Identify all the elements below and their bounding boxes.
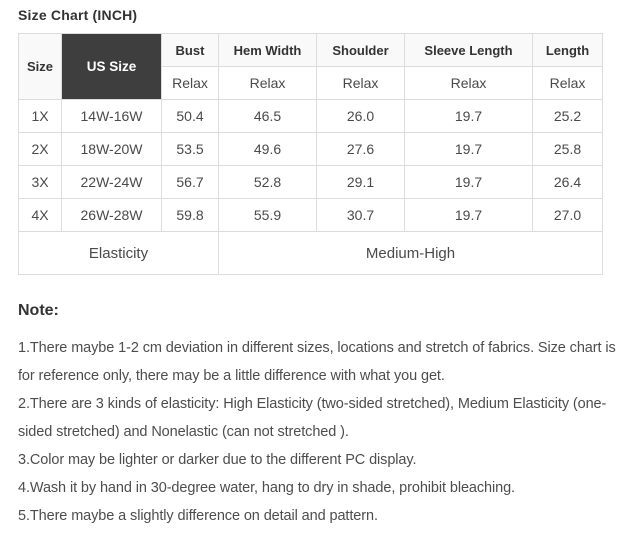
length-value: 25.2 [532, 99, 603, 133]
elasticity-label: Elasticity [18, 231, 219, 275]
us-size-cell: 14W-16W [61, 99, 162, 133]
shoulder-value: 29.1 [316, 165, 405, 199]
us-size-cell: 26W-28W [61, 198, 162, 232]
bust-value: 56.7 [161, 165, 219, 199]
size-chart-table: Size US Size Bust Hem Width Shoulder Sle… [18, 33, 603, 275]
note-list: 1.There maybe 1-2 cm deviation in differ… [18, 334, 616, 530]
relax-sleeve-length: Relax [404, 66, 533, 100]
header-sleeve-length: Sleeve Length [404, 33, 533, 67]
sleeve-length-value: 19.7 [404, 132, 533, 166]
hem-width-value: 49.6 [218, 132, 317, 166]
relax-length: Relax [532, 66, 603, 100]
size-cell: 4X [18, 198, 62, 232]
hem-width-value: 46.5 [218, 99, 317, 133]
sleeve-length-value: 19.7 [404, 198, 533, 232]
shoulder-value: 27.6 [316, 132, 405, 166]
header-hem-width: Hem Width [218, 33, 317, 67]
sleeve-length-value: 19.7 [404, 99, 533, 133]
bust-value: 59.8 [161, 198, 219, 232]
relax-bust: Relax [161, 66, 219, 100]
hem-width-value: 55.9 [218, 198, 317, 232]
hem-width-value: 52.8 [218, 165, 317, 199]
note-item: 2.There are 3 kinds of elasticity: High … [18, 396, 607, 440]
bust-value: 50.4 [161, 99, 219, 133]
note-item: 3.Color may be lighter or darker due to … [18, 452, 417, 468]
note-heading: Note: [18, 302, 59, 319]
length-value: 26.4 [532, 165, 603, 199]
note-item: 5.There maybe a slightly difference on d… [18, 508, 378, 524]
size-cell: 1X [18, 99, 62, 133]
header-length: Length [532, 33, 603, 67]
shoulder-value: 26.0 [316, 99, 405, 133]
size-cell: 2X [18, 132, 62, 166]
relax-row: Relax Relax Relax Relax Relax [19, 66, 603, 100]
us-size-cell: 18W-20W [61, 132, 162, 166]
table-row-1x: 1X 14W-16W 50.4 46.5 26.0 19.7 25.2 [18, 99, 603, 133]
shoulder-value: 30.7 [316, 198, 405, 232]
page-title: Size Chart (INCH) [18, 7, 138, 23]
header-shoulder: Shoulder [316, 33, 405, 67]
table-row-3x: 3X 22W-24W 56.7 52.8 29.1 19.7 26.4 [18, 165, 603, 199]
elasticity-row: Elasticity Medium-High [18, 231, 603, 275]
relax-hem-width: Relax [218, 66, 317, 100]
bust-value: 53.5 [161, 132, 219, 166]
header-us-size: US Size [61, 33, 162, 100]
header-row: Size US Size Bust Hem Width Shoulder Sle… [18, 33, 603, 100]
note-item: 1.There maybe 1-2 cm deviation in differ… [18, 340, 616, 384]
header-bust: Bust [161, 33, 219, 67]
note-section: Note: 1.There maybe 1-2 cm deviation in … [18, 302, 618, 530]
table-row-4x: 4X 26W-28W 59.8 55.9 30.7 19.7 27.0 [18, 198, 603, 232]
length-value: 27.0 [532, 198, 603, 232]
relax-shoulder: Relax [316, 66, 405, 100]
header-size: Size [18, 33, 62, 100]
length-value: 25.8 [532, 132, 603, 166]
sleeve-length-value: 19.7 [404, 165, 533, 199]
note-item: 4.Wash it by hand in 30-degree water, ha… [18, 480, 515, 496]
size-cell: 3X [18, 165, 62, 199]
us-size-cell: 22W-24W [61, 165, 162, 199]
elasticity-value: Medium-High [218, 231, 603, 275]
table-row-2x: 2X 18W-20W 53.5 49.6 27.6 19.7 25.8 [18, 132, 603, 166]
